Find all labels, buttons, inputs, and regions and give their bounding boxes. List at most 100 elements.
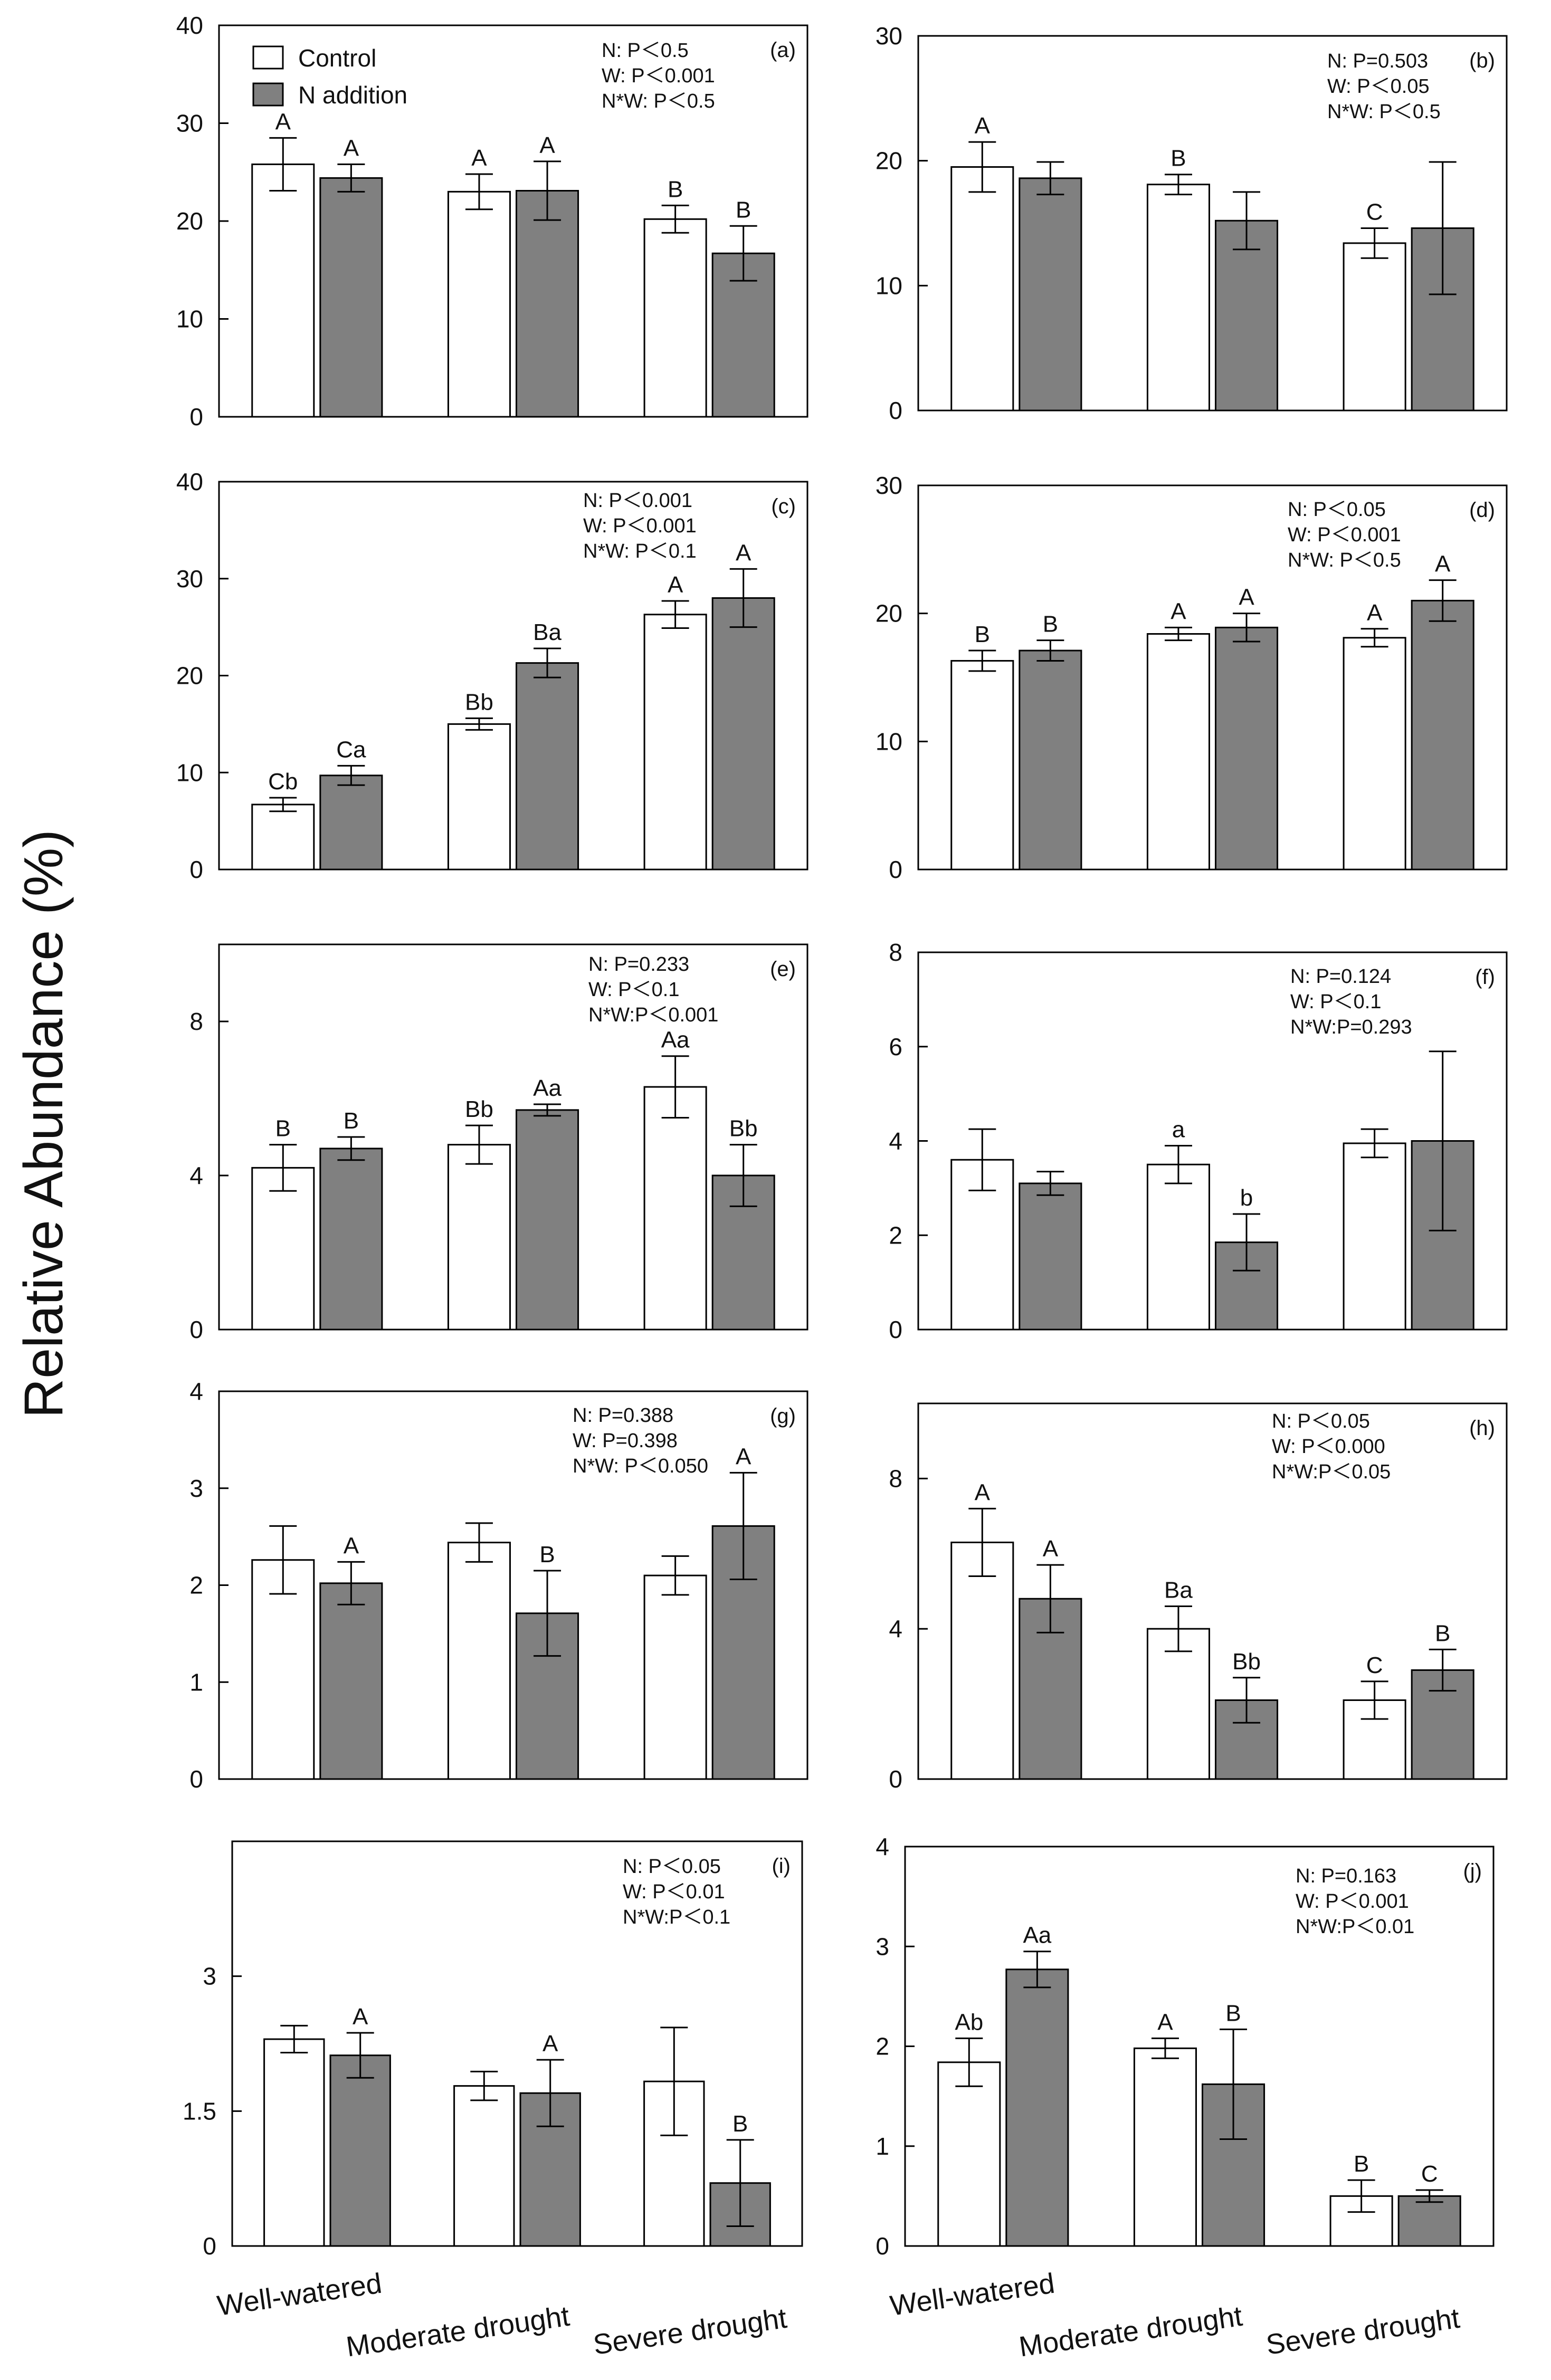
significance-label: A: [344, 1533, 359, 1559]
panel-letter: (f): [1475, 966, 1495, 989]
significance-label: A: [353, 2004, 368, 2030]
stats-line: N: P=0.503: [1327, 50, 1428, 72]
y-tick-label: 20: [876, 600, 902, 627]
y-tick-label: 10: [176, 759, 203, 786]
y-tick-label: 1: [876, 2133, 889, 2160]
y-tick-label: 8: [189, 1008, 203, 1035]
bar-n-addition: [711, 597, 775, 871]
legend-swatch-n-addition: [252, 82, 284, 107]
stats-line: N*W: P＜0.050: [573, 1455, 708, 1477]
significance-label: B: [975, 622, 990, 647]
bar-control: [1146, 1628, 1211, 1780]
significance-label: B: [539, 1542, 555, 1567]
y-tick-label: 0: [189, 1316, 203, 1343]
panel-letter: (a): [770, 39, 796, 62]
stats-line: N*W: P＜0.1: [583, 540, 697, 562]
bar-control: [251, 1559, 315, 1780]
y-tick-label: 30: [176, 565, 203, 592]
stats-line: N: P＜0.05: [1272, 1410, 1370, 1432]
significance-label: A: [543, 2031, 558, 2057]
bar-control: [1343, 637, 1406, 871]
significance-label: A: [1367, 600, 1383, 626]
legend-label-control: Control: [298, 44, 376, 72]
significance-label: Ab: [955, 2009, 983, 2035]
stats-line: W: P＜0.001: [1296, 1890, 1409, 1913]
significance-label: B: [1171, 146, 1186, 171]
bar-control: [1146, 633, 1211, 871]
panel-letter: (i): [772, 1855, 791, 1878]
y-tick-label: 0: [889, 397, 902, 424]
bar-control: [1343, 1142, 1406, 1331]
bar-control: [263, 2038, 325, 2247]
significance-label: A: [736, 1444, 751, 1469]
significance-label: A: [1157, 2009, 1173, 2035]
bar-n-addition: [516, 1109, 579, 1331]
significance-label: a: [1172, 1116, 1185, 1142]
panel-frame: [917, 35, 1508, 412]
bar-n-addition: [319, 775, 383, 871]
bar-n-addition: [1411, 599, 1474, 871]
bar-control: [937, 2061, 1001, 2247]
bar-n-addition: [319, 177, 383, 418]
significance-label: C: [1366, 199, 1383, 225]
y-tick-label: 0: [889, 1765, 902, 1793]
panel-e: 0 4 8 B B Bb Aa Aa Bb N: P=0.233 W: P＜0.1 N*W:P＜0.0…: [189, 943, 808, 1343]
stats-line: N: P=0.124: [1290, 966, 1391, 988]
significance-label: C: [1421, 2161, 1438, 2187]
significance-label: A: [1171, 598, 1186, 624]
panel-letter: (g): [770, 1404, 796, 1428]
bar-n-addition: [1411, 1140, 1474, 1331]
y-tick-label: 20: [176, 662, 203, 690]
significance-label: B: [1354, 2151, 1369, 2177]
significance-label: A: [471, 145, 487, 171]
y-tick-label: 30: [876, 472, 902, 499]
y-tick-label: 3: [876, 1933, 889, 1960]
y-tick-label: 4: [189, 1162, 203, 1189]
panel-letter: (e): [770, 958, 796, 981]
significance-label: A: [539, 132, 555, 158]
bar-control: [447, 723, 511, 871]
bar-n-addition: [1019, 649, 1082, 871]
y-tick-label: 10: [876, 272, 902, 299]
bar-n-addition: [1215, 626, 1279, 871]
legend-swatch-control: [252, 45, 284, 70]
y-tick-label: 3: [203, 1963, 216, 1990]
y-tick-label: 10: [176, 305, 203, 333]
bar-control: [1343, 242, 1406, 412]
stats-line: W: P＜0.000: [1272, 1436, 1385, 1458]
y-tick-label: 6: [889, 1033, 902, 1060]
significance-label: Aa: [661, 1027, 690, 1053]
bar-control: [447, 190, 511, 418]
y-tick-label: 3: [189, 1475, 203, 1502]
stats-line: N: P=0.233: [588, 953, 689, 976]
stats-line: N: P=0.163: [1296, 1865, 1396, 1887]
significance-label: B: [275, 1116, 291, 1142]
significance-label: B: [344, 1108, 359, 1134]
y-axis-label: Relative Abundance (%): [13, 829, 74, 1418]
stats-line: N: P＜0.05: [623, 1856, 721, 1878]
significance-label: A: [975, 113, 991, 139]
panel-h: 0 4 8 A A Ba Bb C B N: P＜0.05 W: P＜0.000 N*W:P＜0.05…: [889, 1402, 1508, 1793]
significance-label: A: [1043, 1536, 1059, 1562]
bar-control: [643, 218, 707, 418]
stats-line: N: P＜0.001: [583, 490, 692, 512]
bar-control: [643, 1086, 707, 1331]
panel-letter: (h): [1469, 1417, 1495, 1440]
bar-control: [251, 804, 315, 871]
bar-control: [950, 166, 1014, 412]
stats-line: W: P＜0.05: [1327, 75, 1430, 98]
panel-g: 0 1 2 3 4 A B A N: P=0.388 W: P=0.398 N*W: P＜0.050…: [189, 1378, 808, 1793]
significance-label: A: [975, 1479, 991, 1505]
bar-control: [447, 1542, 511, 1780]
panel-c: 0 10 20 30 40 Cb Ca Bb Ba A A N: P＜0.001 W: P＜0.001 N…: [176, 468, 808, 883]
stats-line: W: P＜0.001: [602, 65, 715, 87]
stats-line: N*W: P＜0.5: [1327, 101, 1441, 123]
y-tick-label: 10: [876, 728, 902, 755]
significance-label: Ba: [533, 619, 562, 645]
bar-n-addition: [329, 2054, 391, 2247]
significance-label: Bb: [729, 1116, 758, 1142]
stats-line: N*W: P＜0.5: [1288, 549, 1401, 571]
y-tick-label: 4: [189, 1378, 203, 1405]
significance-label: Ca: [336, 737, 366, 762]
significance-label: Bb: [465, 1096, 493, 1122]
